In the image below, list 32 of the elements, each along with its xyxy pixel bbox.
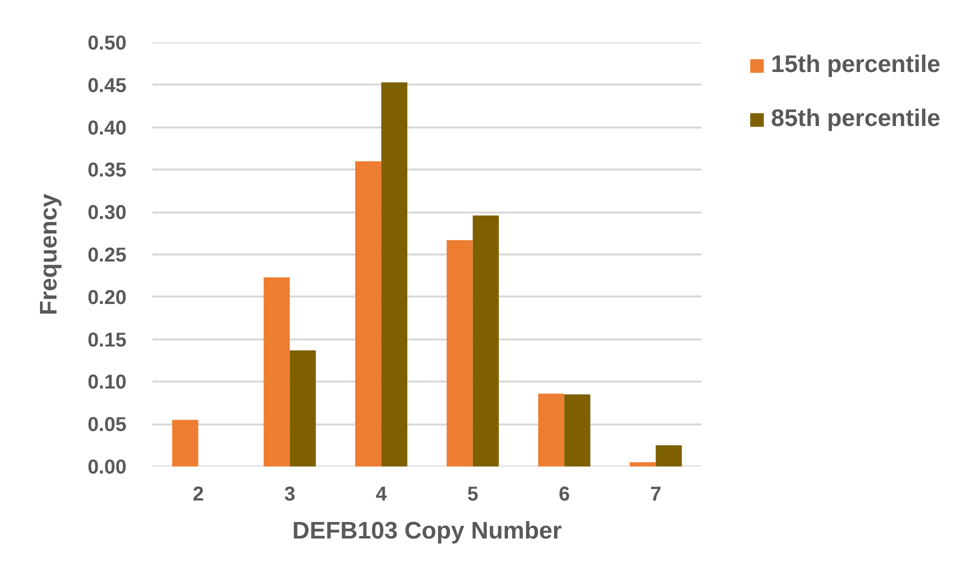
- y-tick-label: 0.35: [88, 160, 127, 182]
- x-tick-label: 4: [376, 484, 388, 506]
- bar: [446, 240, 473, 466]
- y-tick-label: 0.15: [88, 329, 127, 352]
- bar: [538, 394, 564, 466]
- x-tick-label: 6: [558, 484, 570, 506]
- y-tick-label: 0.05: [88, 414, 127, 436]
- x-tick-label: 5: [467, 484, 478, 506]
- bar: [172, 420, 198, 466]
- y-axis-title: Frequency: [36, 193, 63, 316]
- x-tick-label: 7: [650, 484, 662, 506]
- legend-label: 15th percentile: [771, 51, 940, 79]
- bar: [630, 462, 656, 466]
- bar: [290, 350, 316, 466]
- y-tick-label: 0.50: [88, 32, 127, 54]
- bar: [472, 215, 499, 466]
- x-tick-label: 3: [284, 484, 296, 506]
- legend-label: 85th percentile: [771, 105, 940, 133]
- y-tick-label: 0.10: [88, 372, 127, 394]
- bar: [656, 445, 682, 466]
- y-tick-label: 0.25: [88, 244, 127, 266]
- bar: [355, 161, 382, 466]
- y-tick-label: 0.40: [88, 117, 127, 140]
- bar: [381, 82, 408, 466]
- y-tick-label: 0.20: [88, 286, 127, 309]
- bar: [264, 277, 290, 466]
- bar: [564, 394, 590, 466]
- y-tick-label: 0.45: [88, 74, 127, 97]
- y-tick-label: 0.30: [88, 202, 127, 224]
- x-axis-title: DEFB103 Copy Number: [292, 518, 562, 544]
- x-tick-label: 2: [192, 484, 204, 506]
- y-tick-label: 0.00: [88, 456, 127, 478]
